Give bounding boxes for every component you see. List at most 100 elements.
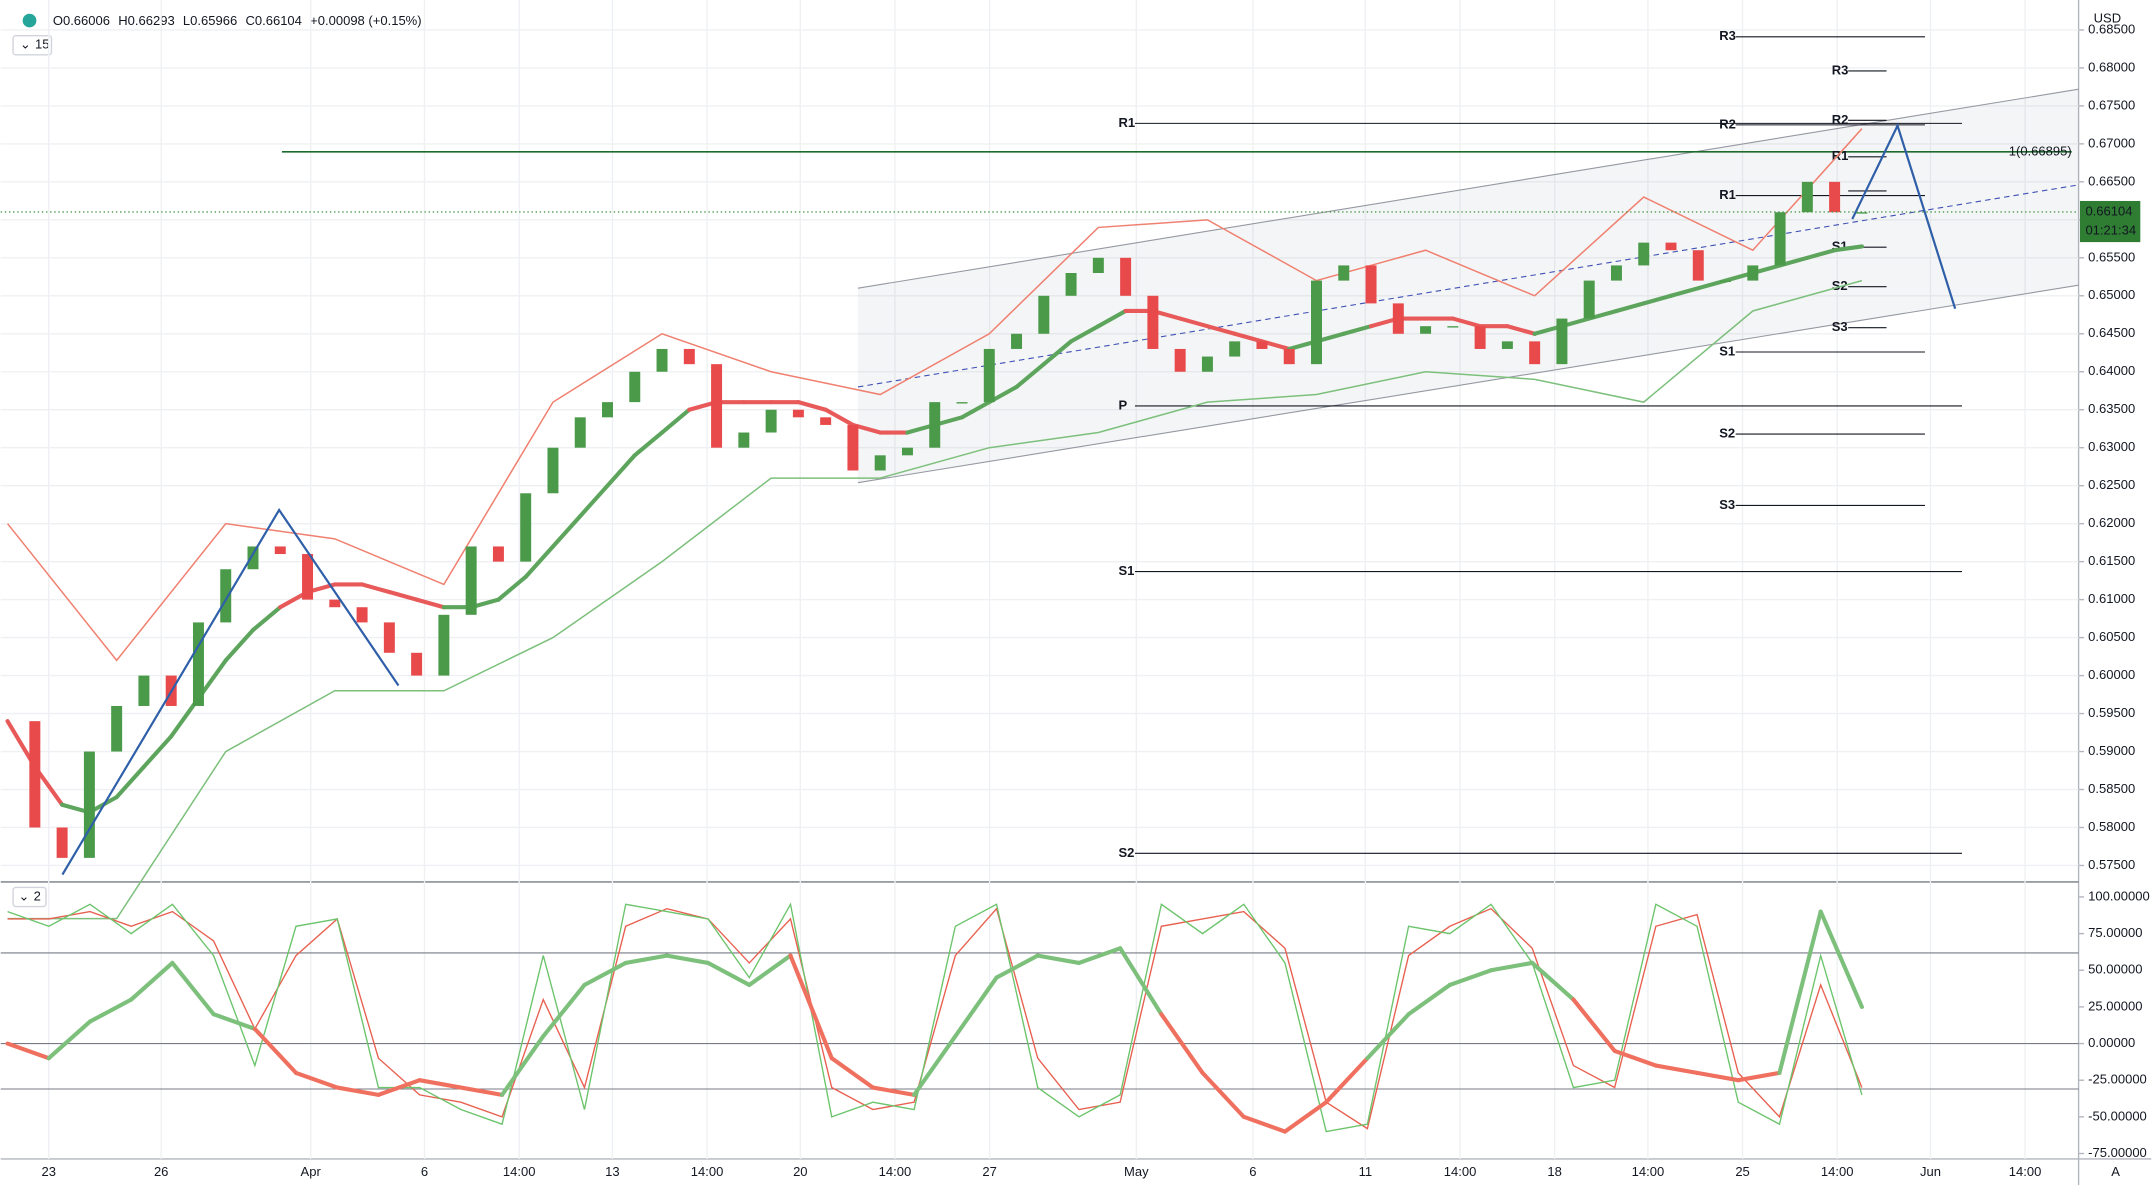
osc-slow xyxy=(1530,960,1576,1002)
osc-d xyxy=(7,907,1863,1130)
ohlc-header: O0.66006 H0.66293 L0.65966 C0.66104 +0.00098… xyxy=(53,13,422,28)
candle xyxy=(738,432,750,448)
ohlc-value: O0.66006 xyxy=(53,13,110,28)
candle xyxy=(465,546,477,615)
osc-slow xyxy=(1035,953,1082,965)
grid xyxy=(0,0,2079,1159)
moving-average xyxy=(823,407,855,427)
y-tick-label: 0.65000 xyxy=(2088,287,2135,302)
moving-average xyxy=(1668,286,1701,298)
moving-average xyxy=(523,544,556,579)
osc-slow xyxy=(953,975,999,1039)
x-tick-label: 14:00 xyxy=(691,1164,724,1179)
candle xyxy=(1338,265,1350,281)
indicator-button[interactable] xyxy=(12,886,47,908)
candle xyxy=(1665,242,1677,251)
ohlc-value: L0.65966 xyxy=(183,13,237,28)
last-price-tag xyxy=(2079,200,2141,243)
moving-average xyxy=(1805,248,1837,260)
candle xyxy=(383,622,395,653)
candle xyxy=(1201,356,1213,372)
x-tick-label: 23 xyxy=(41,1164,55,1179)
y-tick-label: 0.59500 xyxy=(2088,705,2135,720)
osc-tick-label: -75.00000 xyxy=(2088,1145,2147,1160)
moving-average xyxy=(1614,301,1646,314)
last-price: 0.66104 xyxy=(2085,203,2132,218)
level-label: 1(0.66895) xyxy=(2009,143,2072,158)
osc-slow xyxy=(582,960,628,987)
x-tick-label: 6 xyxy=(421,1164,428,1179)
y-tick-label: 0.68500 xyxy=(2088,21,2135,36)
candle xyxy=(1256,341,1268,349)
osc-slow xyxy=(1200,1070,1246,1119)
candle xyxy=(192,622,204,706)
pivot-label: S3 xyxy=(1719,497,1735,512)
moving-average xyxy=(360,582,392,595)
osc-slow xyxy=(747,953,793,987)
osc-slow xyxy=(500,1034,546,1097)
candle xyxy=(1801,181,1813,213)
candle xyxy=(765,409,777,433)
y-tick-label: 0.61000 xyxy=(2088,591,2135,606)
osc-tick-label: -50.00000 xyxy=(2088,1108,2147,1123)
y-tick-label: 0.58500 xyxy=(2088,781,2135,796)
candle xyxy=(1692,250,1704,281)
candle xyxy=(547,447,559,494)
osc-slow xyxy=(1695,1070,1741,1083)
currency: USD xyxy=(2094,11,2121,26)
osc-k xyxy=(7,902,1863,1133)
osc-slow xyxy=(1777,909,1823,1075)
moving-average xyxy=(632,430,665,458)
candle xyxy=(847,424,859,471)
candle xyxy=(711,364,723,448)
pivot-label: R3 xyxy=(1719,28,1736,43)
x-tick-label: 11 xyxy=(1359,1164,1373,1179)
candle xyxy=(1283,348,1295,365)
y-tick-label: 0.63500 xyxy=(2088,401,2135,416)
moving-average xyxy=(1014,362,1046,389)
moving-average xyxy=(1069,324,1101,344)
candle xyxy=(683,348,695,365)
osc-tick-label: 75.00000 xyxy=(2088,925,2142,940)
moving-average xyxy=(1832,244,1864,253)
candle xyxy=(1365,265,1377,304)
auto-scale[interactable]: A xyxy=(2111,1164,2120,1179)
candle xyxy=(29,721,41,828)
y-tick-label: 0.68000 xyxy=(2088,59,2135,74)
osc-slow xyxy=(376,1078,422,1097)
interval: 15 xyxy=(35,37,49,52)
osc-slow xyxy=(1447,968,1494,987)
osc-slow xyxy=(1324,1056,1370,1105)
osc-slow xyxy=(1365,1012,1411,1061)
osc-slow xyxy=(829,1056,875,1090)
y-tick-label: 0.66500 xyxy=(2088,173,2135,188)
interval-button[interactable] xyxy=(12,34,53,56)
candle xyxy=(956,402,968,404)
indicator-count: 2 xyxy=(34,888,41,903)
y-tick-label: 0.64500 xyxy=(2088,325,2135,340)
candle xyxy=(329,599,341,608)
osc-slow xyxy=(788,953,834,1061)
osc-slow xyxy=(5,1041,51,1061)
moving-average xyxy=(1205,324,1237,336)
osc-tick-label: 0.00000 xyxy=(2088,1035,2135,1050)
candle xyxy=(1856,212,1868,214)
moving-average xyxy=(550,514,583,549)
zigzag xyxy=(1851,122,1957,310)
candle xyxy=(1147,295,1159,349)
ohlc-value: +0.00098 (+0.15%) xyxy=(310,13,421,28)
candle xyxy=(1038,295,1050,334)
indicator-chevron: ⌄ xyxy=(19,888,30,903)
moving-average xyxy=(114,764,146,800)
moving-average xyxy=(1505,324,1537,336)
osc-slow xyxy=(1612,1048,1658,1068)
candle xyxy=(1092,257,1104,274)
osc-slow xyxy=(87,997,134,1024)
candle xyxy=(1311,280,1322,365)
candle xyxy=(247,546,259,570)
candle xyxy=(1583,280,1595,319)
candle xyxy=(220,569,232,623)
osc-slow xyxy=(170,960,216,1017)
